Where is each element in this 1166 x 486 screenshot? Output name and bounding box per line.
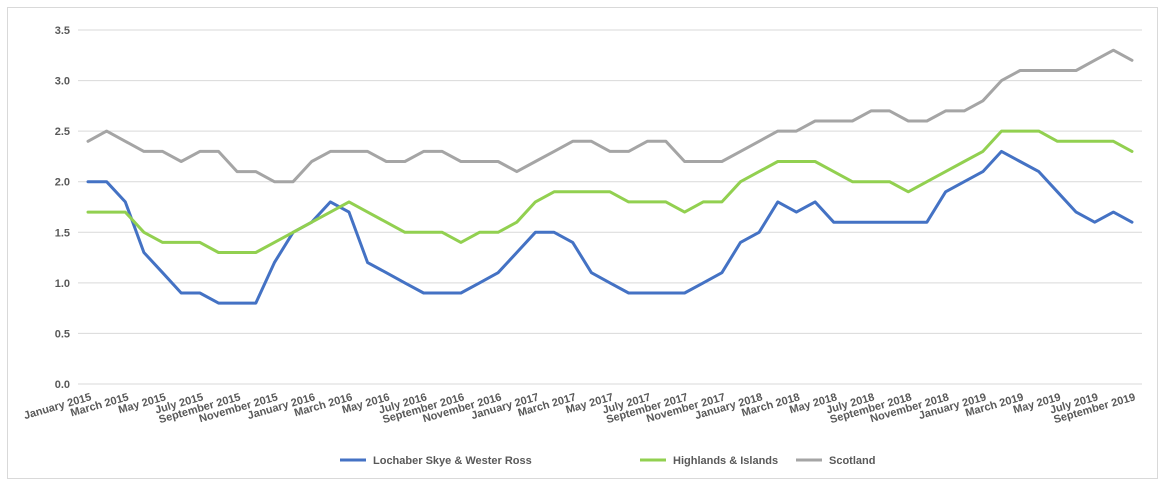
y-tick-label: 3.0: [55, 76, 70, 88]
legend: Lochaber Skye & Wester Ross Highlands & I…: [340, 455, 875, 467]
y-tick-label: 0.5: [55, 328, 70, 340]
y-tick-label: 3.5: [55, 25, 70, 37]
y-axis: 0.0 0.5 1.0 1.5 2.0 2.5 3.0 3.5: [55, 25, 70, 391]
y-tick-label: 1.5: [55, 227, 70, 239]
series-line-2: [86, 129, 1134, 254]
y-tick-label: 0.0: [55, 379, 70, 391]
series-lines: [86, 48, 1134, 305]
y-tick-label: 2.0: [55, 177, 70, 189]
legend-label: Lochaber Skye & Wester Ross: [373, 455, 532, 467]
series-line-1: [86, 149, 1134, 305]
legend-label: Scotland: [829, 455, 875, 467]
series-line-3: [86, 48, 1134, 184]
gridlines: [78, 29, 1142, 385]
y-tick-label: 1.0: [55, 278, 70, 290]
y-tick-label: 2.5: [55, 126, 70, 138]
legend-label: Highlands & Islands: [673, 455, 778, 467]
